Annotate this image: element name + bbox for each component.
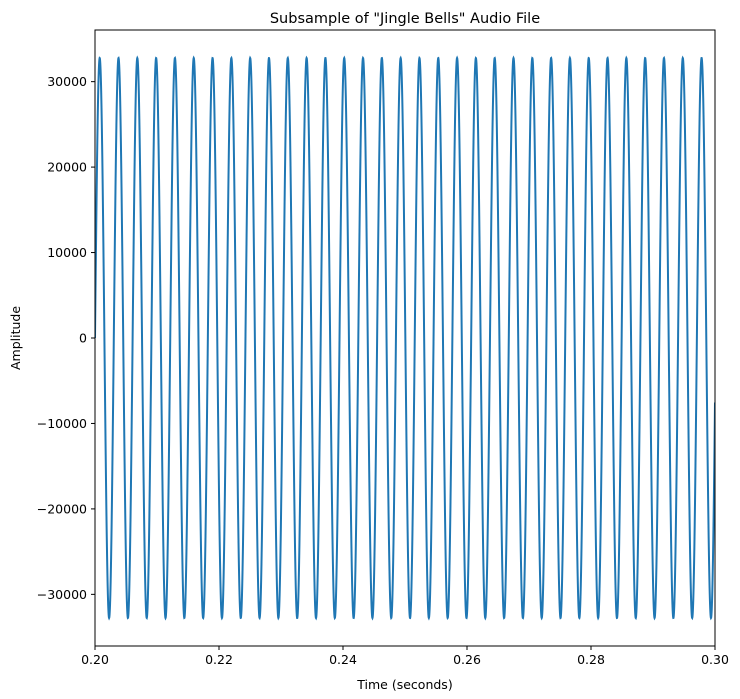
chart-title: Subsample of "Jingle Bells" Audio File — [270, 11, 540, 27]
x-tick-label: 0.22 — [205, 652, 233, 667]
x-axis-label: Time (seconds) — [356, 677, 452, 692]
y-axis: −30000 −20000 −10000 0 10000 20000 30000 — [37, 74, 95, 602]
x-tick-label: 0.26 — [453, 652, 481, 667]
y-tick-label: 10000 — [47, 245, 87, 260]
x-tick-label: 0.24 — [329, 652, 357, 667]
audio-waveform-line — [95, 55, 715, 621]
y-tick-label: −30000 — [37, 587, 87, 602]
y-tick-label: 30000 — [47, 74, 87, 89]
plot-area — [94, 29, 716, 647]
y-tick-label: 0 — [79, 331, 87, 346]
y-tick-label: 20000 — [47, 160, 87, 175]
x-tick-label: 0.30 — [701, 652, 729, 667]
y-tick-label: −10000 — [37, 416, 87, 431]
x-axis: 0.20 0.22 0.24 0.26 0.28 0.30 — [81, 646, 729, 667]
x-tick-label: 0.20 — [81, 652, 109, 667]
x-tick-label: 0.28 — [577, 652, 605, 667]
y-tick-label: −20000 — [37, 501, 87, 516]
y-axis-label: Amplitude — [8, 306, 23, 370]
